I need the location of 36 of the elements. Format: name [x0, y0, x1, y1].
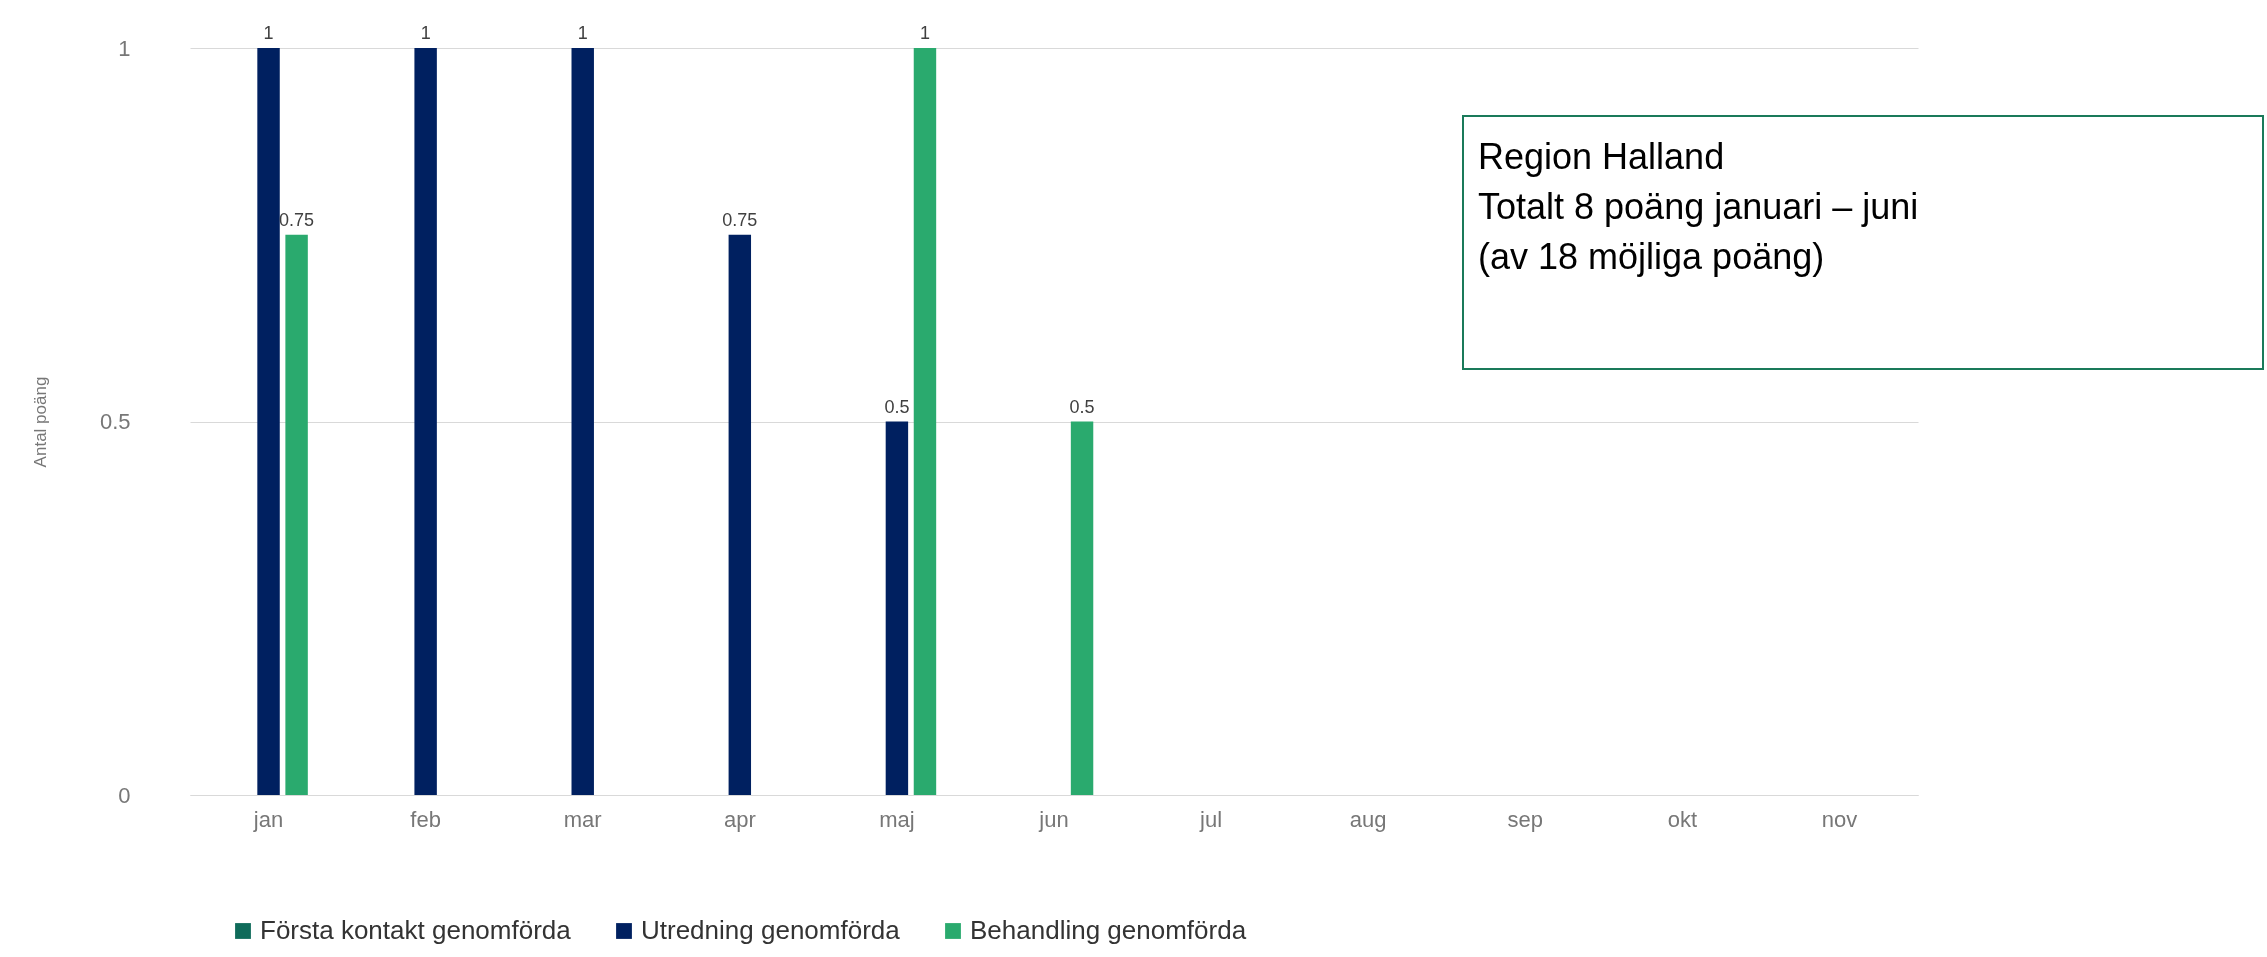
- y-tick-label: 0.5: [99, 409, 131, 434]
- data-label: 1: [919, 23, 930, 43]
- annotation: (av 18 möjliga poäng): [1478, 236, 1825, 277]
- bar: [728, 234, 752, 795]
- data-label: 1: [577, 23, 588, 43]
- x-tick-label: apr: [723, 806, 756, 832]
- x-tick-label: jan: [252, 806, 284, 832]
- legend-label: Utredning genomförda: [641, 915, 901, 945]
- bar: [414, 48, 437, 795]
- y-axis-title: Antal poäng: [30, 376, 50, 468]
- x-tick-label: maj: [879, 806, 915, 832]
- legend-label: Första kontakt genomförda: [260, 915, 572, 945]
- bar: [571, 48, 594, 795]
- x-tick-label: feb: [410, 806, 441, 832]
- x-tick-label: nov: [1821, 806, 1858, 832]
- data-label: 1: [263, 23, 274, 43]
- bar: [885, 421, 909, 795]
- x-tick-label: mar: [563, 806, 602, 832]
- y-tick-label: 0: [118, 782, 131, 808]
- data-label: 0.75: [722, 209, 758, 230]
- x-tick-label: jun: [1038, 806, 1069, 832]
- annotation: Totalt 8 poäng januari – juni: [1478, 186, 1919, 227]
- data-label: 0.5: [884, 396, 910, 417]
- x-tick-label: okt: [1667, 806, 1698, 832]
- x-tick-label: sep: [1507, 806, 1544, 832]
- bar: [913, 48, 937, 795]
- bar: [257, 48, 280, 795]
- bar: [1070, 421, 1094, 795]
- legend-label: Behandling genomförda: [970, 915, 1247, 945]
- data-label: 0.5: [1069, 396, 1095, 417]
- x-tick-label: aug: [1349, 806, 1387, 832]
- annotation: Region Halland: [1478, 136, 1725, 177]
- data-label: 1: [420, 23, 431, 43]
- bar: [285, 234, 308, 795]
- x-tick-label: jul: [1199, 806, 1223, 832]
- y-tick-label: 1: [118, 35, 131, 61]
